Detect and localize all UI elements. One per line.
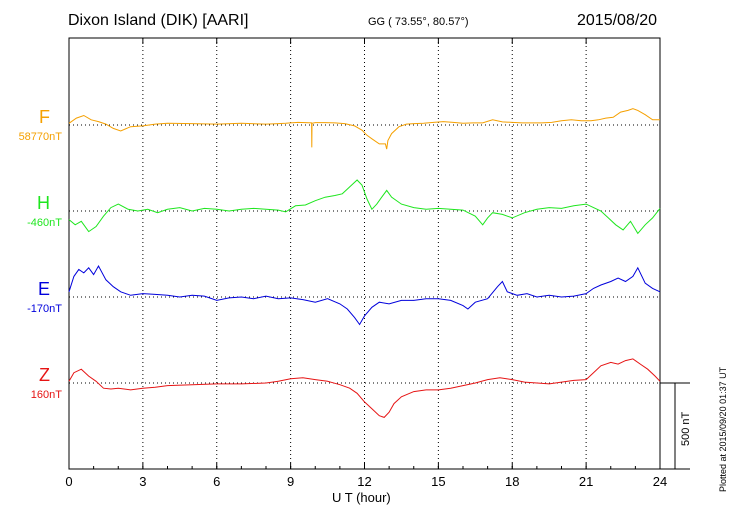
x-tick-label: 0 <box>65 474 72 489</box>
series-line-h <box>68 179 661 235</box>
series-baseline-z: 160nT <box>30 389 62 401</box>
series-label-z: Z <box>39 365 50 385</box>
x-tick-label: 9 <box>287 474 294 489</box>
scale-bar-label: 500 nT <box>680 411 692 446</box>
series-label-e: E <box>37 279 50 299</box>
series-baseline-f: 58770nT <box>18 131 62 143</box>
plotted-timestamp: Plotted at 2015/09/20 01:37 UT <box>718 366 728 492</box>
series-label-h: H <box>37 193 50 213</box>
x-tick-label: 15 <box>431 474 445 489</box>
station-title: Dixon Island (DIK) [AARI] <box>68 12 249 29</box>
x-tick-label: 24 <box>653 474 667 489</box>
series-line-z <box>68 358 661 418</box>
series-line-f <box>68 108 660 150</box>
series-baseline-h: -460nT <box>27 217 62 229</box>
x-tick-label: 3 <box>139 474 146 489</box>
series-label-f: F <box>39 107 50 127</box>
x-tick-label: 18 <box>505 474 519 489</box>
date-label: 2015/08/20 <box>577 12 658 29</box>
x-tick-label: 12 <box>357 474 371 489</box>
series-baseline-e: -170nT <box>27 303 62 315</box>
x-tick-label: 21 <box>579 474 593 489</box>
x-axis-label: U T (hour) <box>332 490 391 505</box>
geo-coordinates: GG ( 73.55°, 80.57°) <box>368 16 469 28</box>
x-tick-label: 6 <box>213 474 220 489</box>
series-line-e <box>68 264 661 326</box>
